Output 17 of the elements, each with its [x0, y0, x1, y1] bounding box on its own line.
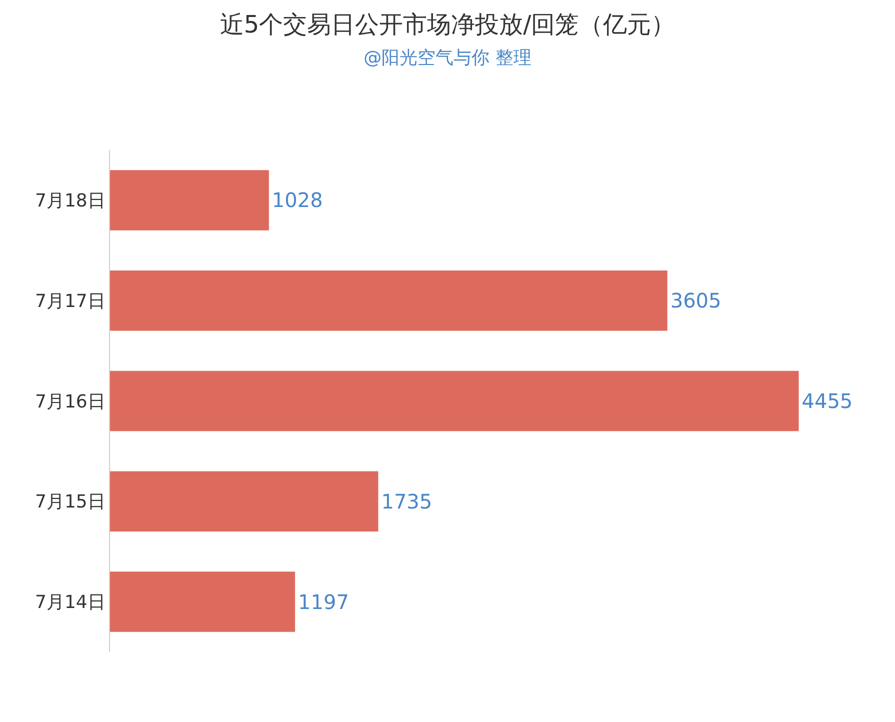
data-label: 3605	[670, 288, 722, 313]
chart-title: 近5个交易日公开市场净投放/回笼（亿元）	[220, 10, 676, 38]
y-tick-label: 7月18日	[35, 190, 106, 212]
data-label: 1735	[381, 489, 432, 514]
chart-subtitle: @阳光空气与你 整理	[364, 48, 532, 69]
y-tick-label: 7月16日	[35, 391, 106, 412]
bar	[110, 370, 799, 432]
bar	[110, 170, 269, 230]
y-tick-label: 7月17日	[35, 290, 106, 312]
data-label: 1028	[272, 188, 323, 212]
y-tick-label: 7月15日	[35, 492, 106, 513]
bar	[110, 471, 378, 532]
y-tick-label: 7月14日	[35, 592, 106, 614]
data-label: 4455	[802, 389, 853, 413]
bar	[110, 270, 668, 331]
data-label: 1197	[298, 590, 349, 614]
bar	[110, 572, 296, 632]
